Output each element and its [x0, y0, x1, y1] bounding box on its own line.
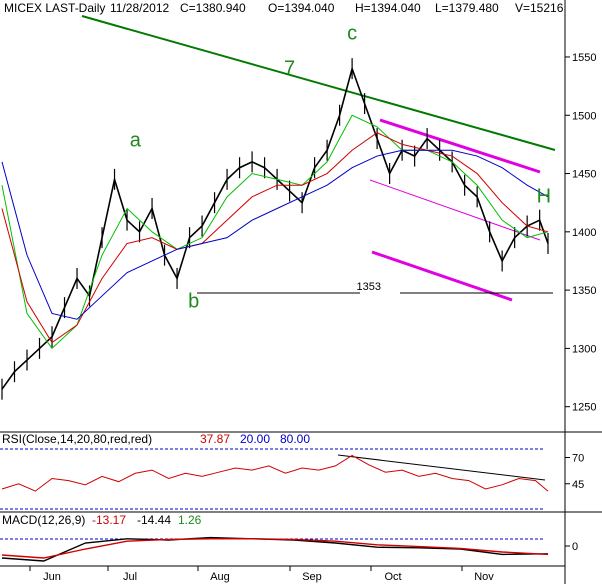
series-ma-red	[1, 132, 549, 344]
rsi-tick-label: 70	[572, 453, 584, 465]
trendline-7	[81, 15, 556, 151]
macd-value: -13.17	[92, 513, 126, 527]
rsi-trendline	[337, 454, 546, 481]
x-tick-label: Sep	[302, 571, 322, 583]
support-label: 1353	[357, 281, 381, 293]
volume-value: V=15216	[515, 1, 564, 15]
macd-panel: MACD(12,26,9) -13.17 -14.44 1.26 0	[0, 513, 578, 562]
price-y-axis: 1550 1500 1450 1400 1350 1300 1250	[565, 52, 596, 414]
close-value: C=1380.940	[180, 1, 246, 15]
price-tick-label: 1500	[572, 110, 596, 122]
macd-tick-label: 0	[572, 541, 578, 553]
x-tick-label: Oct	[384, 571, 401, 583]
wave-annotations: a b c 7 H 1353	[130, 22, 551, 312]
wave-label-b: b	[188, 291, 199, 313]
open-value: O=1394.040	[268, 1, 335, 15]
rsi-line	[1, 454, 549, 492]
low-value: L=1379.480	[435, 1, 499, 15]
x-tick-label: Jun	[43, 571, 61, 583]
x-axis: Jun Jul Aug Sep Oct Nov	[29, 566, 494, 583]
x-tick-label: Jul	[123, 571, 137, 583]
channel-lower	[371, 250, 513, 302]
rsi-title: RSI(Close,14,20,80,red,red)	[2, 432, 152, 446]
rsi-value: 37.87	[200, 432, 230, 446]
series-ma-green	[1, 114, 549, 350]
price-series-group	[1, 58, 549, 400]
price-tick-label: 1250	[572, 402, 596, 414]
price-tick-label: 1550	[572, 52, 596, 64]
price-tick-label: 1300	[572, 343, 596, 355]
macd-hist-value: 1.26	[178, 513, 202, 527]
x-tick-label: Nov	[474, 571, 494, 583]
macd-signal-value: -14.44	[137, 513, 171, 527]
series-ma-blue	[1, 149, 549, 320]
wave-label-a: a	[130, 130, 142, 152]
rsi-upper-bound: 80.00	[280, 432, 310, 446]
chart-title: MICEX LAST-Daily	[4, 1, 105, 15]
rsi-tick-label: 45	[572, 479, 584, 491]
chart-date: 11/28/2012	[110, 1, 169, 15]
channel-upper	[379, 118, 541, 174]
high-value: H=1394.040	[355, 1, 421, 15]
x-tick-label: Aug	[210, 571, 230, 583]
rsi-panel: RSI(Close,14,20,80,red,red) 37.87 20.00 …	[0, 432, 584, 510]
price-tick-label: 1400	[572, 227, 596, 239]
price-panel	[0, 0, 565, 432]
rsi-lower-bound: 20.00	[240, 432, 270, 446]
channel-middle	[369, 179, 541, 241]
macd-line-signal	[1, 538, 549, 559]
macd-title: MACD(12,26,9)	[2, 513, 85, 527]
price-tick-label: 1450	[572, 169, 596, 181]
wave-label-H: H	[537, 186, 551, 208]
price-tick-label: 1350	[572, 285, 596, 297]
wave-label-7: 7	[284, 57, 295, 79]
wave-label-c: c	[347, 22, 357, 44]
